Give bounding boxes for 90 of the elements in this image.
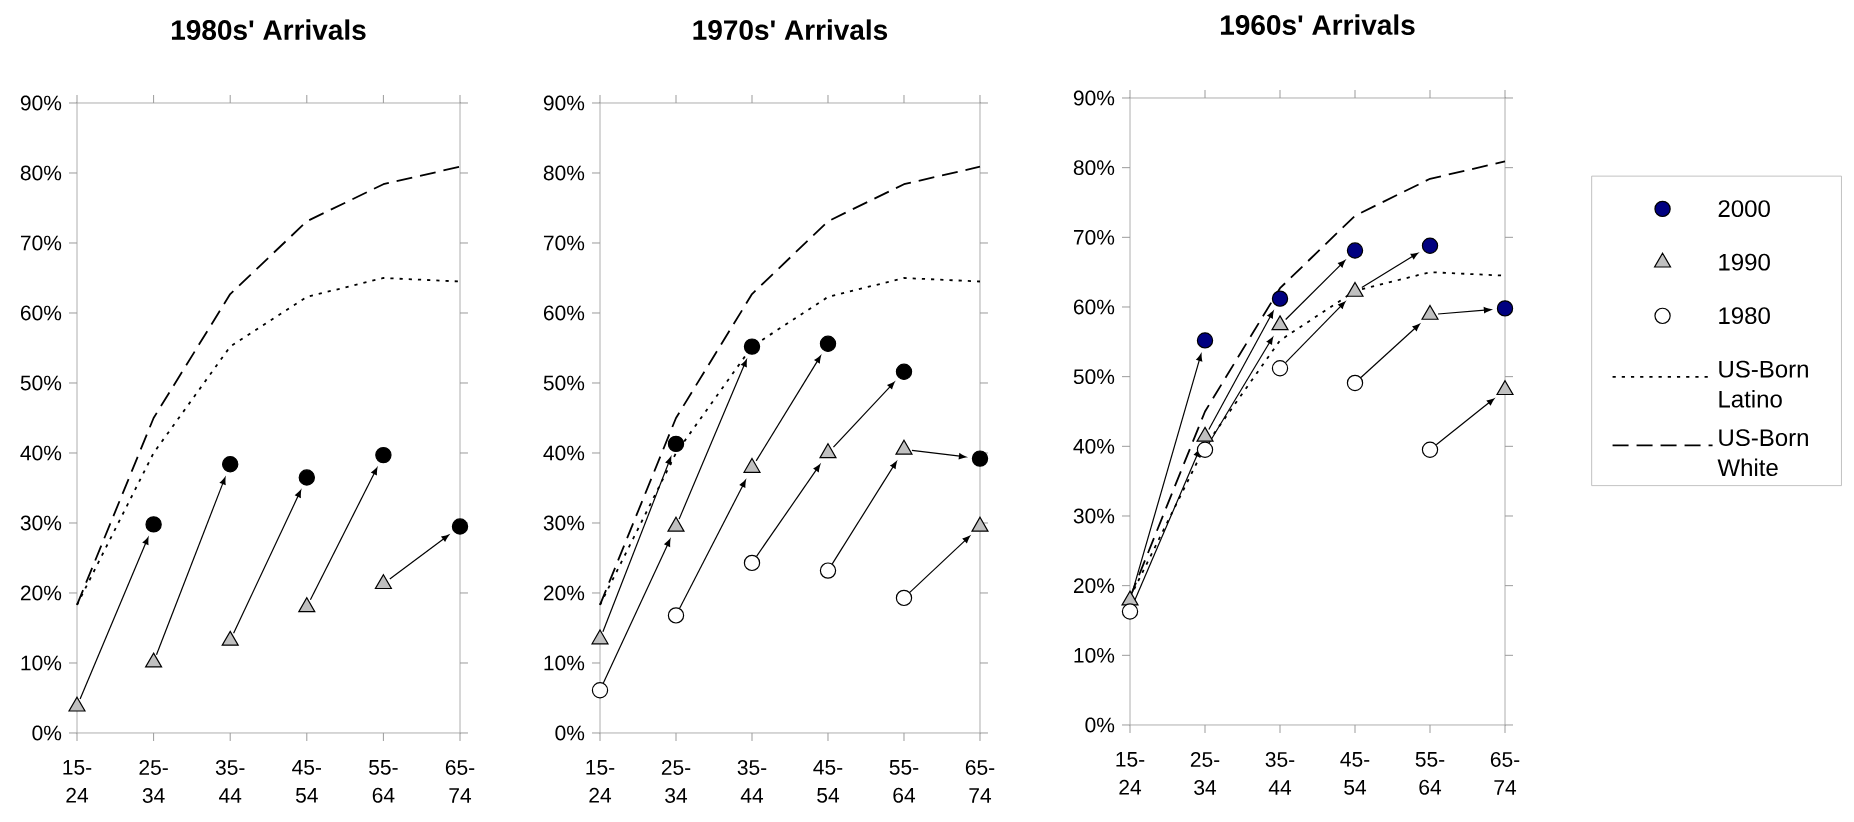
point (819, 443, 837, 459)
y-tick-label: 70% (543, 235, 585, 251)
point (1196, 332, 1214, 349)
y-tick-label: 60% (543, 305, 585, 321)
y-tick-label: 30% (543, 515, 585, 531)
x-tick-label: 45-54 (813, 760, 843, 803)
point (895, 589, 913, 607)
x-tick-label: 55-64 (369, 760, 398, 803)
point (1421, 237, 1439, 254)
legend-label: US-Born Latino (1719, 360, 1808, 408)
y-tick-label: 50% (1073, 369, 1115, 385)
y-tick-label: 70% (20, 235, 62, 251)
point (1271, 360, 1289, 377)
y-tick-label: 30% (20, 515, 62, 531)
x-tick-label: 35-44 (1265, 752, 1295, 795)
y-tick-label: 10% (544, 655, 585, 671)
point (819, 335, 837, 352)
point (1496, 380, 1514, 396)
point (971, 450, 989, 467)
y-tick-label: 30% (1073, 508, 1115, 524)
y-tick-label: 40% (543, 445, 585, 461)
x-tick-label: 35-44 (737, 760, 767, 803)
x-tick-label: 65-74 (965, 760, 995, 803)
x-tick-label: 45-54 (292, 760, 322, 803)
point (743, 554, 761, 572)
point (1196, 426, 1214, 442)
y-tick-label: 80% (1073, 160, 1115, 176)
y-tick-label: 40% (1073, 438, 1115, 454)
point (298, 597, 316, 613)
y-tick-label: 80% (543, 165, 585, 181)
point (1271, 315, 1289, 331)
legend-label: 1990 (1719, 253, 1770, 271)
point (451, 518, 469, 535)
y-tick-label: 10% (21, 655, 62, 671)
point (1196, 441, 1214, 458)
x-tick-label: 55-64 (889, 760, 919, 803)
legend-label: 2000 (1718, 200, 1770, 218)
chart-title: 1980s' Arrivals (171, 19, 366, 40)
point (222, 455, 239, 473)
x-tick-label: 65-74 (1490, 752, 1520, 795)
point (145, 652, 163, 668)
point (743, 338, 761, 355)
point (591, 682, 609, 699)
y-tick-label: 50% (20, 375, 62, 391)
x-tick-label: 65-74 (445, 760, 475, 803)
chart-title: 1960s' Arrivals (1220, 14, 1415, 35)
x-tick-label: 15-24 (63, 760, 92, 803)
x-tick-label: 55-64 (1415, 752, 1445, 795)
point (374, 574, 392, 590)
x-tick-label: 15-24 (1116, 752, 1145, 795)
point (895, 363, 913, 380)
y-tick-label: 90% (543, 95, 585, 111)
x-tick-label: 15-24 (586, 760, 615, 803)
y-tick-label: 90% (20, 95, 62, 111)
point (298, 469, 315, 486)
point (667, 435, 685, 453)
y-tick-label: 20% (20, 585, 62, 601)
y-tick-label: 60% (20, 305, 62, 321)
y-tick-label: 40% (20, 445, 62, 461)
point (1496, 300, 1514, 317)
x-tick-label: 25-34 (661, 760, 691, 803)
y-tick-label: 20% (1073, 578, 1115, 594)
point (1121, 603, 1139, 620)
y-tick-label: 80% (20, 165, 62, 181)
point (1346, 374, 1364, 392)
y-tick-label: 10% (1074, 647, 1115, 663)
y-tick-label: 60% (1073, 299, 1115, 315)
point (1271, 290, 1289, 307)
x-tick-label: 45-54 (1340, 752, 1370, 795)
point (145, 516, 162, 533)
chart-title: 1970s' Arrivals (693, 19, 888, 40)
x-tick-label: 25-34 (1190, 752, 1220, 795)
x-tick-label: 25-34 (139, 760, 168, 803)
y-tick-label: 0% (1085, 717, 1115, 733)
point (1421, 441, 1439, 458)
y-tick-label: 70% (1073, 229, 1115, 245)
y-tick-label: 0% (32, 725, 62, 741)
y-tick-label: 20% (543, 585, 585, 601)
y-tick-label: 90% (1073, 90, 1115, 106)
y-tick-label: 50% (543, 375, 585, 391)
point (68, 696, 86, 712)
point (221, 630, 239, 646)
point (819, 562, 837, 579)
y-tick-label: 0% (555, 725, 585, 741)
x-tick-label: 35-44 (215, 760, 245, 803)
point (1346, 242, 1364, 259)
point (375, 446, 392, 464)
legend-label: 1980 (1719, 307, 1770, 325)
point (667, 607, 685, 624)
legend-label: US-Born White (1717, 429, 1808, 477)
